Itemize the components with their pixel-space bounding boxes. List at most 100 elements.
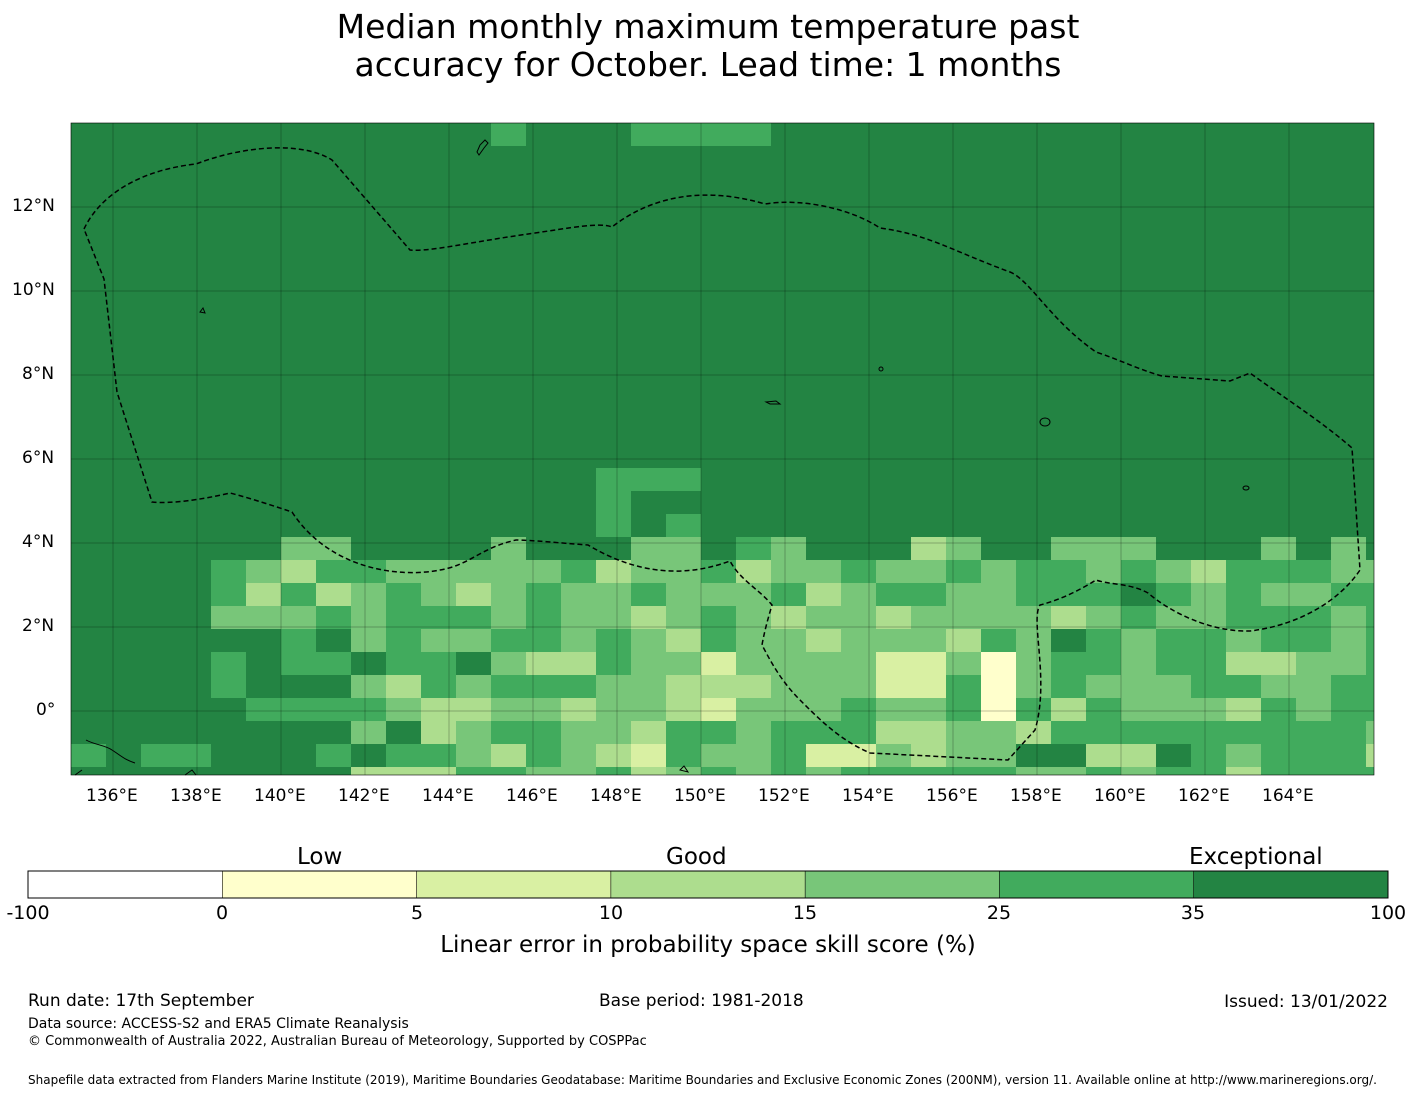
skill-cell (876, 652, 911, 675)
skill-cell (981, 698, 1016, 721)
issued-date: Issued: 13/01/2022 (1224, 992, 1388, 1012)
skill-cell (561, 629, 596, 652)
skill-cell (1086, 652, 1121, 675)
skill-cell (666, 629, 701, 652)
skill-cell (1156, 675, 1191, 698)
lon-label: 138°E (170, 786, 222, 806)
skill-cell (596, 721, 631, 744)
skill-cell (736, 721, 771, 744)
skill-cell (1016, 767, 1051, 775)
colorbar-tick: 15 (792, 902, 818, 924)
skill-cell (211, 560, 246, 583)
skill-cell (1156, 560, 1191, 583)
run-date: Run date: 17th September (28, 991, 254, 1011)
skill-cell (806, 629, 841, 652)
skill-cell (316, 583, 351, 606)
skill-cell (806, 721, 841, 744)
skill-cell (876, 698, 911, 721)
skill-cell (911, 721, 946, 744)
skill-cell (806, 560, 841, 583)
skill-cell (386, 744, 421, 767)
skill-cell (596, 583, 631, 606)
skill-cell (1366, 744, 1374, 767)
skill-cell (841, 652, 876, 675)
skill-cell (1261, 721, 1296, 744)
skill-cell (596, 698, 631, 721)
skill-cell (351, 583, 386, 606)
skill-cell (1121, 721, 1156, 744)
lon-label: 154°E (842, 786, 894, 806)
skill-cell (456, 698, 491, 721)
skill-cell (1016, 652, 1051, 675)
skill-cell (1051, 675, 1086, 698)
colorbar-segment (1193, 871, 1389, 898)
skill-cell (876, 606, 911, 629)
skill-cell (1331, 744, 1366, 767)
skill-cell (631, 560, 666, 583)
skill-cell (1296, 767, 1331, 775)
skill-cell (1121, 675, 1156, 698)
skill-cell (351, 721, 386, 744)
skill-cell (631, 675, 666, 698)
skill-cell (841, 629, 876, 652)
skill-cell (1226, 583, 1261, 606)
skill-cell (701, 698, 736, 721)
skill-cell (1051, 652, 1086, 675)
colorbar-tick: 25 (986, 902, 1012, 924)
skill-cell (456, 675, 491, 698)
lon-label: 146°E (506, 786, 558, 806)
lon-label: 158°E (1010, 786, 1062, 806)
skill-cell (1086, 629, 1121, 652)
skill-cell (1086, 767, 1121, 775)
skill-cell (1191, 744, 1226, 767)
skill-cell (981, 721, 1016, 744)
skill-cell (561, 721, 596, 744)
colorbar-segment (999, 871, 1195, 898)
skill-cell (1051, 767, 1086, 775)
lat-label: 8°N (22, 364, 55, 384)
skill-cell (1051, 698, 1086, 721)
skill-cell (1156, 629, 1191, 652)
skill-cell (596, 560, 631, 583)
skill-cell (981, 744, 1016, 767)
chart-title-line-2: accuracy for October. Lead time: 1 month… (354, 45, 1062, 84)
skill-cell (1121, 606, 1156, 629)
skill-cell (876, 744, 911, 767)
skill-cell (631, 537, 666, 560)
skill-cell (876, 675, 911, 698)
skill-cell (1086, 744, 1121, 767)
skill-cell (666, 606, 701, 629)
skill-cell (981, 606, 1016, 629)
skill-cell (1051, 606, 1086, 629)
skill-cell (701, 629, 736, 652)
skill-cell (316, 606, 351, 629)
colorbar-segment (28, 871, 223, 898)
lon-label: 140°E (254, 786, 306, 806)
skill-cell (911, 698, 946, 721)
skill-cell (911, 560, 946, 583)
skill-cell (981, 583, 1016, 606)
skill-cell (491, 537, 526, 560)
skill-cell (596, 675, 631, 698)
skill-cell (1296, 652, 1331, 675)
colorbar-tick: -100 (6, 902, 50, 924)
skill-cell (841, 583, 876, 606)
skill-cell (386, 767, 421, 775)
skill-cell (946, 606, 981, 629)
skill-cell (491, 123, 526, 146)
skill-cell (1261, 652, 1296, 675)
skill-cell (1086, 698, 1121, 721)
skill-cell (666, 514, 701, 537)
skill-cell (456, 560, 491, 583)
skill-cell (526, 560, 561, 583)
skill-cell (841, 675, 876, 698)
skill-cell (1261, 698, 1296, 721)
skill-cell (1331, 767, 1366, 775)
skill-cell (1016, 675, 1051, 698)
skill-cell (351, 698, 386, 721)
skill-cell (1156, 721, 1191, 744)
skill-cell (211, 606, 246, 629)
colorbar-category-good: Good (666, 844, 727, 870)
colorbar-tick: 10 (598, 902, 624, 924)
